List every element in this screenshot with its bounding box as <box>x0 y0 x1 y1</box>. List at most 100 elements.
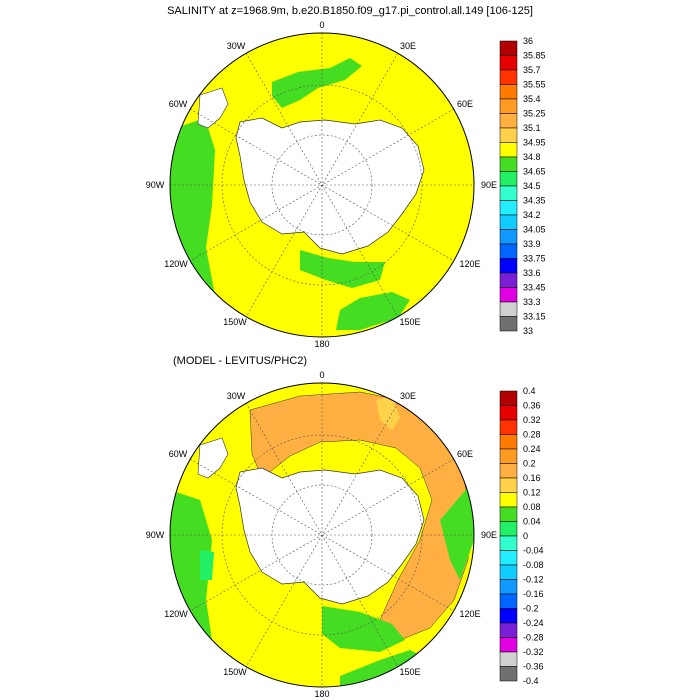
difference-colorbar-swatch <box>499 651 518 667</box>
lon-label: 60E <box>457 449 473 459</box>
lon-label: 120E <box>459 259 480 269</box>
difference-colorbar-swatch <box>499 521 518 537</box>
difference-colorbar-swatch <box>499 579 518 595</box>
salinity-colorbar-swatch <box>499 200 518 216</box>
salinity-colorbar-swatch <box>499 258 518 274</box>
salinity-colorbar-swatch <box>499 185 518 201</box>
difference-colorbar-swatch <box>499 405 518 421</box>
difference-colorbar: 0.4 0.36 0.32 0.28 0.24 0.2 0.16 0.12 0.08 0.04 0 -… <box>499 386 544 686</box>
difference-lon-labels: 0 30E 60E 90E 120E 150E 180 150W 120W 90… <box>146 370 497 699</box>
difference-colorbar-level: 0.24 <box>523 444 541 454</box>
lon-label: 30W <box>227 41 246 51</box>
salinity-colorbar-level: 35.25 <box>523 109 546 119</box>
difference-colorbar-level: 0.2 <box>523 459 536 469</box>
difference-colorbar-level: -0.2 <box>523 604 539 614</box>
difference-panel: (MODEL - LEVITUS/PHC2) <box>146 355 544 699</box>
salinity-colorbar-swatch <box>499 40 518 56</box>
salinity-colorbar-level: 34.35 <box>523 196 546 206</box>
salinity-green-south <box>300 250 385 288</box>
difference-colorbar-level: -0.08 <box>523 560 544 570</box>
salinity-map <box>170 33 474 337</box>
meridian-lines <box>170 383 474 687</box>
lon-label: 150W <box>223 667 247 677</box>
difference-colorbar-swatch <box>499 535 518 551</box>
antarctica-land <box>235 467 425 605</box>
difference-colorbar-swatch <box>499 593 518 609</box>
difference-colorbar-swatch <box>499 448 518 464</box>
difference-colorbar-swatch <box>499 390 518 406</box>
lon-label: 0 <box>319 20 324 30</box>
difference-map <box>170 383 474 687</box>
lon-label: 90E <box>481 530 497 540</box>
salinity-colorbar-level: 35.55 <box>523 80 546 90</box>
difference-green-east <box>440 480 474 580</box>
salinity-colorbar-level: 34.8 <box>523 152 541 162</box>
difference-colorbar-swatch <box>499 637 518 653</box>
salinity-colorbar-level: 33.75 <box>523 254 546 264</box>
difference-colorbar-level: 0.16 <box>523 473 541 483</box>
difference-colorbar-level: -0.12 <box>523 575 544 585</box>
salinity-colorbar-level: 34.95 <box>523 138 546 148</box>
salinity-lon-labels: 0 30E 60E 90E 120E 150E 180 150W 120W 90… <box>146 20 497 349</box>
australia-land <box>460 275 474 337</box>
difference-colorbar-swatch <box>499 506 518 522</box>
difference-green-patch <box>200 550 214 580</box>
meridian-lines <box>170 33 474 337</box>
difference-colorbar-swatch <box>499 434 518 450</box>
difference-colorbar-swatch <box>499 564 518 580</box>
salinity-colorbar-swatch <box>499 229 518 245</box>
salinity-colorbar-level: 35.7 <box>523 65 541 75</box>
salinity-green-north <box>272 58 362 108</box>
antarctica-land <box>235 117 425 255</box>
difference-map-border <box>169 382 475 688</box>
difference-colorbar-level: 0.32 <box>523 415 541 425</box>
lon-label: 150E <box>399 667 420 677</box>
salinity-green-southeast <box>336 292 410 330</box>
difference-colorbar-level: 0.12 <box>523 488 541 498</box>
difference-colorbar-swatch <box>499 463 518 479</box>
difference-colorbar-level: 0.4 <box>523 386 536 396</box>
salinity-colorbar-swatch <box>499 84 518 100</box>
salinity-colorbar-level: 36 <box>523 36 533 46</box>
lon-label: 180 <box>314 339 329 349</box>
salinity-colorbar-level: 35.1 <box>523 123 541 133</box>
lon-label: 60E <box>457 99 473 109</box>
difference-colorbar-level: 0.28 <box>523 430 541 440</box>
salinity-colorbar-swatch <box>499 287 518 303</box>
difference-green-south <box>322 606 405 652</box>
lon-label: 150E <box>399 317 420 327</box>
difference-colorbar-swatch <box>499 622 518 638</box>
salinity-colorbar-level: 33.45 <box>523 283 546 293</box>
salinity-map-border <box>169 32 475 338</box>
salinity-colorbar-level: 34.05 <box>523 225 546 235</box>
salinity-colorbar-swatch <box>499 171 518 187</box>
salinity-colorbar-swatch <box>499 127 518 143</box>
difference-colorbar-swatch <box>499 550 518 566</box>
lon-label: 60W <box>169 449 188 459</box>
salinity-colorbar-swatch <box>499 113 518 129</box>
difference-colorbar-swatch <box>499 666 518 682</box>
salinity-colorbar-level: 33.15 <box>523 312 546 322</box>
lon-label: 120W <box>164 609 188 619</box>
difference-colorbar-level: -0.04 <box>523 546 544 556</box>
difference-colorbar-level: -0.24 <box>523 618 544 628</box>
salinity-colorbar-level: 35.4 <box>523 94 541 104</box>
salinity-colorbar-swatch <box>499 142 518 158</box>
difference-colorbar-level: 0 <box>523 531 528 541</box>
salinity-colorbar-level: 33.9 <box>523 239 541 249</box>
lon-label: 30E <box>400 391 416 401</box>
salinity-colorbar-swatch <box>499 272 518 288</box>
salinity-colorbar-level: 33 <box>523 326 533 336</box>
difference-colorbar-swatch <box>499 419 518 435</box>
salinity-green-west <box>170 118 216 310</box>
lon-label: 90W <box>146 530 165 540</box>
lon-label: 90W <box>146 180 165 190</box>
lon-label: 0 <box>319 370 324 380</box>
salinity-colorbar-swatch <box>499 156 518 172</box>
lon-label: 90E <box>481 180 497 190</box>
difference-colorbar-swatch <box>499 477 518 493</box>
salinity-colorbar-swatch <box>499 69 518 85</box>
difference-colorbar-level: -0.28 <box>523 633 544 643</box>
difference-colorbar-swatch <box>499 608 518 624</box>
